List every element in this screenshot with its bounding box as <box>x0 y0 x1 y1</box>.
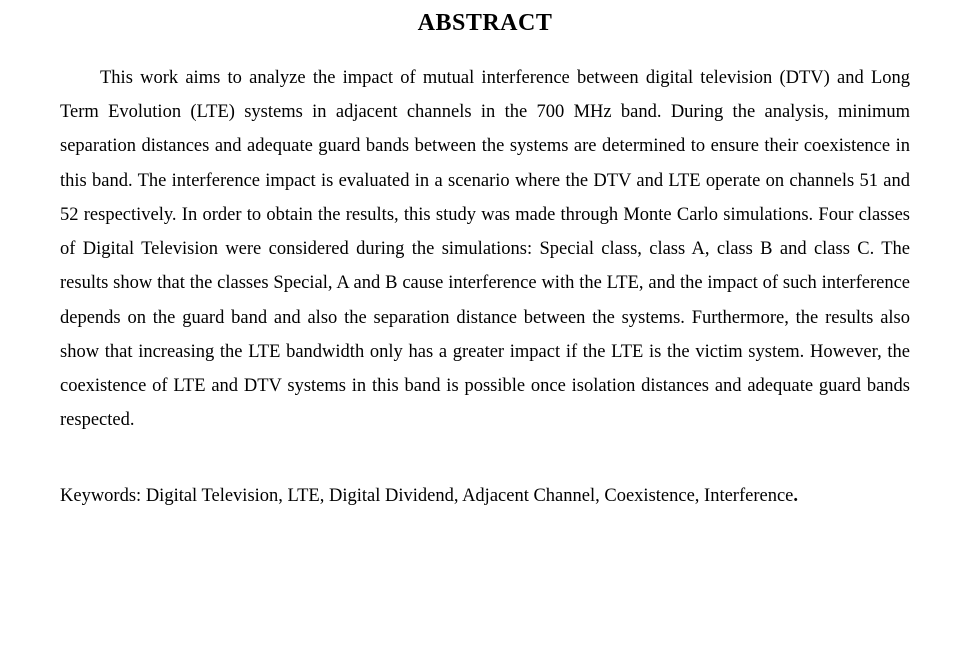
keywords-terms: Digital Television, LTE, Digital Dividen… <box>146 486 794 506</box>
page-container: ABSTRACT This work aims to analyze the i… <box>0 0 960 514</box>
keywords-period: . <box>793 486 798 506</box>
abstract-title: ABSTRACT <box>60 10 910 37</box>
keywords-paragraph: Keywords: Digital Television, LTE, Digit… <box>60 479 910 513</box>
abstract-text: This work aims to analyze the impact of … <box>60 68 910 430</box>
abstract-paragraph: This work aims to analyze the impact of … <box>60 61 910 437</box>
keywords-label: Keywords: <box>60 486 141 506</box>
